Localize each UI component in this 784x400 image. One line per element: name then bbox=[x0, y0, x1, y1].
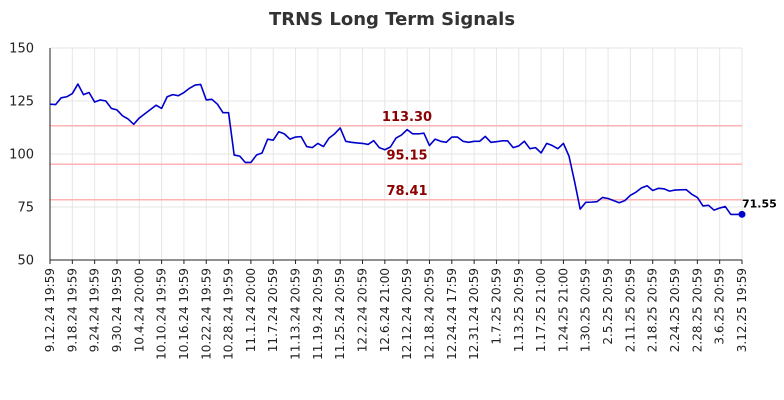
x-tick-label: 11.25.24 20:59 bbox=[333, 268, 347, 360]
axes bbox=[49, 48, 743, 264]
x-tick-label: 2.24.25 20:59 bbox=[668, 268, 682, 352]
y-tick-label: 50 bbox=[17, 254, 34, 269]
x-tick-label: 10.22.24 19:59 bbox=[199, 268, 213, 360]
x-tick-label: 2.11.25 20:59 bbox=[623, 268, 637, 352]
x-tick-label: 9.30.24 19:59 bbox=[110, 268, 124, 352]
x-tick-label: 1.13.25 20:59 bbox=[512, 268, 526, 352]
x-tick-label: 10.28.24 19:59 bbox=[222, 268, 236, 360]
price-series-line bbox=[49, 83, 743, 216]
x-tick-label: 1.17.25 21:00 bbox=[534, 268, 548, 352]
x-tick-label: 2.28.25 20:59 bbox=[690, 268, 704, 352]
labels: 50 75 100 125 150 9.12.24 19:59 9.18.24 19:59 9… bbox=[9, 42, 777, 360]
x-tick-label: 10.4.24 20:00 bbox=[132, 268, 146, 352]
x-tick-label: 3.12.25 19:59 bbox=[735, 268, 749, 352]
y-tick-label: 125 bbox=[9, 95, 34, 110]
chart-title: TRNS Long Term Signals bbox=[269, 9, 515, 30]
x-tick-label: 1.24.25 21:00 bbox=[556, 268, 570, 352]
x-tick-label: 12.31.24 20:59 bbox=[467, 268, 481, 360]
signal-level-label: 113.30 bbox=[382, 110, 432, 125]
x-tick-label: 11.1.24 20:00 bbox=[244, 268, 258, 352]
x-tick-label: 1.30.25 20:59 bbox=[579, 268, 593, 352]
y-tick-label: 150 bbox=[9, 42, 34, 57]
x-tick-label: 11.19.24 20:59 bbox=[311, 268, 325, 360]
x-tick-label: 1.7.25 20:59 bbox=[489, 268, 503, 345]
x-tick-label: 12.18.24 20:59 bbox=[422, 268, 436, 360]
x-tick-label: 12.24.24 17:59 bbox=[445, 268, 459, 360]
x-tick-label: 9.12.24 19:59 bbox=[43, 268, 57, 352]
x-tick-label: 10.16.24 19:59 bbox=[177, 268, 191, 360]
signal-level-label: 78.41 bbox=[386, 184, 427, 199]
x-tick-label: 12.6.24 21:00 bbox=[378, 268, 392, 352]
x-tick-label: 12.12.24 20:59 bbox=[400, 268, 414, 360]
y-tick-label: 100 bbox=[9, 148, 34, 163]
last-value-label: 71.55 bbox=[742, 197, 777, 210]
x-tick-label: 12.2.24 20:59 bbox=[356, 268, 370, 352]
x-tick-label: 9.18.24 19:59 bbox=[65, 268, 79, 352]
last-value-point bbox=[738, 210, 746, 218]
x-tick-label: 2.5.25 20:59 bbox=[601, 268, 615, 345]
x-tick-label: 10.10.24 19:59 bbox=[155, 268, 169, 360]
x-tick-label: 11.7.24 20:59 bbox=[266, 268, 280, 352]
y-tick-label: 75 bbox=[17, 201, 34, 216]
x-tick-label: 2.18.25 20:59 bbox=[646, 268, 660, 352]
x-tick-label: 11.13.24 20:59 bbox=[289, 268, 303, 360]
series-layer bbox=[49, 83, 746, 218]
x-tick-label: 9.24.24 19:59 bbox=[88, 268, 102, 352]
signal-level-label: 95.15 bbox=[386, 148, 427, 163]
x-tick-label: 3.6.25 20:59 bbox=[713, 268, 727, 345]
